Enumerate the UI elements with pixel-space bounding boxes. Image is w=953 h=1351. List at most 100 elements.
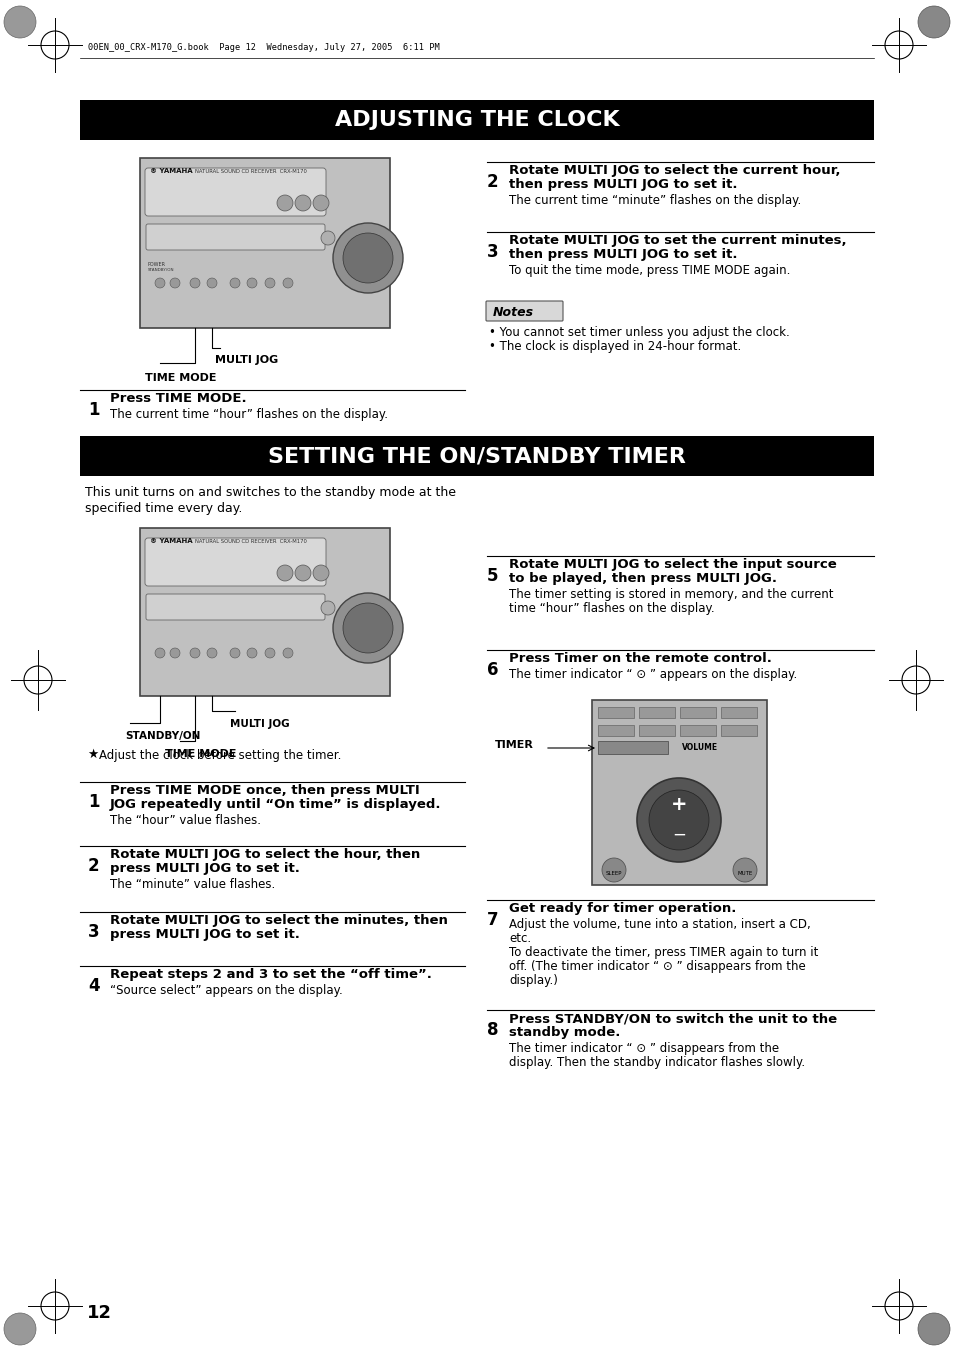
Circle shape (276, 195, 293, 211)
Text: +: + (670, 796, 686, 815)
Text: MULTI JOG: MULTI JOG (230, 719, 290, 730)
Circle shape (247, 278, 256, 288)
Text: The current time “hour” flashes on the display.: The current time “hour” flashes on the d… (110, 408, 388, 422)
Text: The “hour” value flashes.: The “hour” value flashes. (110, 815, 261, 827)
FancyBboxPatch shape (485, 301, 562, 322)
Text: display.): display.) (509, 974, 558, 988)
FancyBboxPatch shape (146, 224, 325, 250)
Bar (80, 436, 873, 476)
Circle shape (170, 648, 180, 658)
Circle shape (265, 278, 274, 288)
Text: time “hour” flashes on the display.: time “hour” flashes on the display. (509, 603, 714, 615)
Circle shape (283, 648, 293, 658)
Bar (592, 700, 766, 885)
Text: • You cannot set timer unless you adjust the clock.: • You cannot set timer unless you adjust… (489, 326, 789, 339)
Text: 3: 3 (88, 923, 99, 942)
Text: Get ready for timer operation.: Get ready for timer operation. (509, 902, 736, 915)
Circle shape (265, 648, 274, 658)
Circle shape (343, 603, 393, 653)
Text: 1: 1 (88, 793, 99, 811)
Circle shape (648, 790, 708, 850)
Circle shape (276, 565, 293, 581)
Text: MULTI JOG: MULTI JOG (214, 355, 278, 365)
Circle shape (154, 648, 165, 658)
Circle shape (190, 648, 200, 658)
Text: Repeat steps 2 and 3 to set the “off time”.: Repeat steps 2 and 3 to set the “off tim… (110, 969, 432, 981)
Text: then press MULTI JOG to set it.: then press MULTI JOG to set it. (509, 249, 737, 261)
Text: press MULTI JOG to set it.: press MULTI JOG to set it. (110, 862, 299, 875)
Text: then press MULTI JOG to set it.: then press MULTI JOG to set it. (509, 178, 737, 190)
Text: Rotate MULTI JOG to select the input source: Rotate MULTI JOG to select the input sou… (509, 558, 836, 571)
Text: Rotate MULTI JOG to set the current minutes,: Rotate MULTI JOG to set the current minu… (509, 234, 845, 247)
Circle shape (4, 5, 36, 38)
Circle shape (154, 278, 165, 288)
Circle shape (294, 565, 311, 581)
Bar (639, 707, 675, 717)
Text: ADJUSTING THE CLOCK: ADJUSTING THE CLOCK (335, 109, 618, 130)
Text: 12: 12 (87, 1304, 112, 1323)
Text: Adjust the volume, tune into a station, insert a CD,: Adjust the volume, tune into a station, … (509, 917, 810, 931)
Text: 6: 6 (486, 661, 498, 680)
Bar (140, 528, 390, 696)
Circle shape (230, 278, 240, 288)
Bar (679, 707, 716, 717)
Text: −: − (671, 825, 685, 844)
Circle shape (313, 565, 329, 581)
Circle shape (732, 858, 757, 882)
Circle shape (294, 195, 311, 211)
Circle shape (917, 1313, 949, 1346)
Text: 00EN_00_CRX-M170_G.book  Page 12  Wednesday, July 27, 2005  6:11 PM: 00EN_00_CRX-M170_G.book Page 12 Wednesda… (88, 43, 439, 53)
Bar (598, 725, 634, 736)
Circle shape (637, 778, 720, 862)
Bar (598, 740, 667, 754)
Text: off. (The timer indicator “ ⊙ ” disappears from the: off. (The timer indicator “ ⊙ ” disappea… (509, 961, 805, 973)
Text: Rotate MULTI JOG to select the current hour,: Rotate MULTI JOG to select the current h… (509, 163, 840, 177)
Circle shape (601, 858, 625, 882)
Text: NATURAL SOUND CD RECEIVER  CRX-M170: NATURAL SOUND CD RECEIVER CRX-M170 (194, 169, 307, 174)
Text: press MULTI JOG to set it.: press MULTI JOG to set it. (110, 928, 299, 942)
Text: To deactivate the timer, press TIMER again to turn it: To deactivate the timer, press TIMER aga… (509, 946, 818, 959)
Circle shape (343, 232, 393, 282)
Bar (639, 725, 675, 736)
Text: • The clock is displayed in 24-hour format.: • The clock is displayed in 24-hour form… (489, 340, 740, 353)
Text: The current time “minute” flashes on the display.: The current time “minute” flashes on the… (509, 195, 801, 207)
Text: 5: 5 (486, 567, 498, 585)
Text: The timer indicator “ ⊙ ” disappears from the: The timer indicator “ ⊙ ” disappears fro… (509, 1042, 779, 1055)
Circle shape (190, 278, 200, 288)
Bar (720, 725, 757, 736)
Circle shape (320, 601, 335, 615)
Text: etc.: etc. (509, 932, 531, 944)
Text: display. Then the standby indicator flashes slowly.: display. Then the standby indicator flas… (509, 1056, 804, 1069)
Text: VOLUME: VOLUME (681, 743, 718, 753)
Text: standby mode.: standby mode. (509, 1025, 619, 1039)
Text: The “minute” value flashes.: The “minute” value flashes. (110, 878, 275, 892)
Text: Notes: Notes (493, 305, 534, 319)
Text: ® YAMAHA: ® YAMAHA (150, 168, 193, 174)
Text: “Source select” appears on the display.: “Source select” appears on the display. (110, 984, 342, 997)
Text: 7: 7 (486, 911, 498, 929)
Text: NATURAL SOUND CD RECEIVER  CRX-M170: NATURAL SOUND CD RECEIVER CRX-M170 (194, 539, 307, 544)
Text: TIME MODE: TIME MODE (145, 373, 216, 382)
Text: Press Timer on the remote control.: Press Timer on the remote control. (509, 653, 771, 665)
FancyBboxPatch shape (145, 168, 326, 216)
Bar (140, 158, 390, 328)
Text: 8: 8 (486, 1021, 498, 1039)
Circle shape (207, 278, 216, 288)
FancyBboxPatch shape (146, 594, 325, 620)
Text: Press TIME MODE.: Press TIME MODE. (110, 392, 247, 405)
Circle shape (207, 648, 216, 658)
Text: 4: 4 (88, 977, 99, 994)
Text: The timer setting is stored in memory, and the current: The timer setting is stored in memory, a… (509, 588, 833, 601)
Text: ® YAMAHA: ® YAMAHA (150, 538, 193, 544)
Text: JOG repeatedly until “On time” is displayed.: JOG repeatedly until “On time” is displa… (110, 798, 441, 811)
Text: Rotate MULTI JOG to select the hour, then: Rotate MULTI JOG to select the hour, the… (110, 848, 420, 861)
Text: This unit turns on and switches to the standby mode at the: This unit turns on and switches to the s… (85, 486, 456, 499)
Text: Adjust the clock before setting the timer.: Adjust the clock before setting the time… (99, 748, 341, 762)
Text: The timer indicator “ ⊙ ” appears on the display.: The timer indicator “ ⊙ ” appears on the… (509, 667, 797, 681)
Bar (720, 707, 757, 717)
Text: 1: 1 (88, 401, 99, 419)
Circle shape (247, 648, 256, 658)
Circle shape (333, 593, 402, 663)
Circle shape (283, 278, 293, 288)
Circle shape (320, 231, 335, 245)
